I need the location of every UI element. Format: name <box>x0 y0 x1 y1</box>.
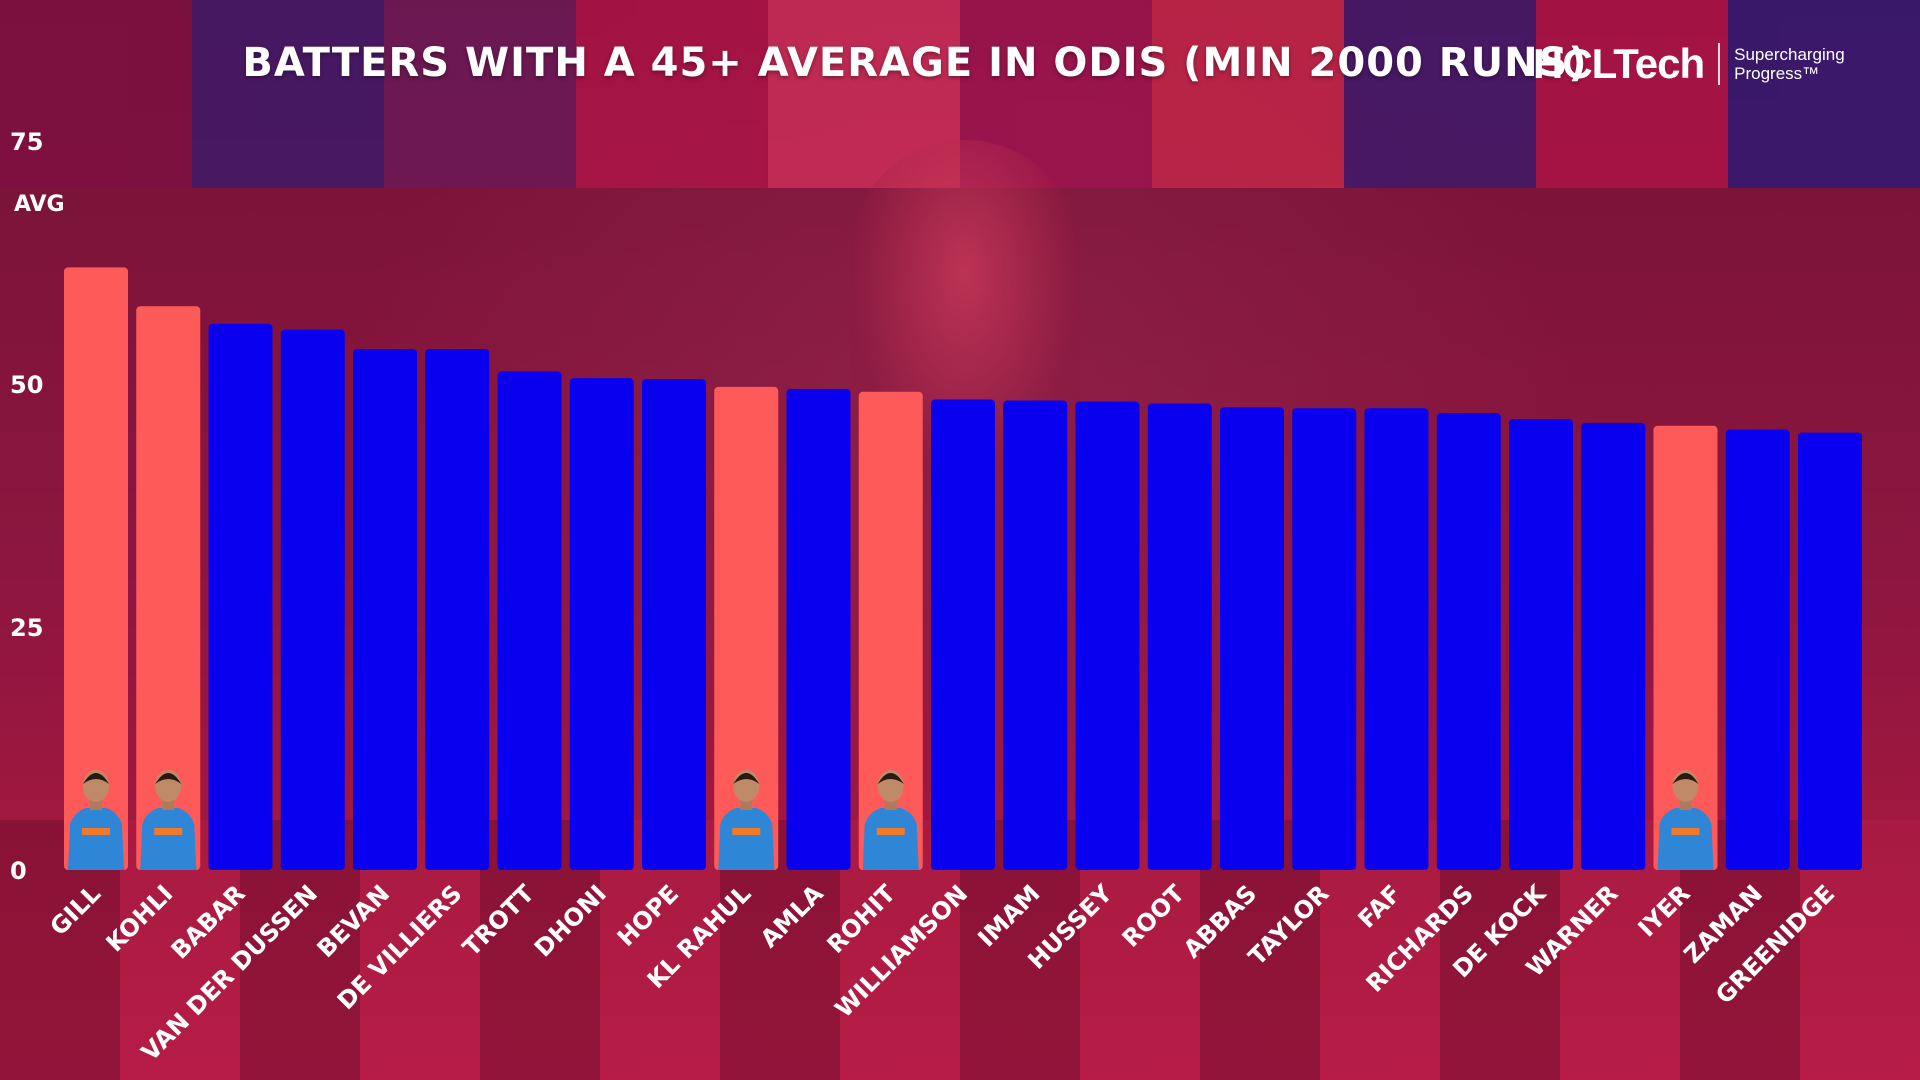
x-tick-label: AMLA <box>755 879 829 953</box>
x-tick-label: WILLIAMSON <box>830 879 974 1023</box>
bar-faf <box>1364 408 1429 870</box>
player-photo <box>1657 770 1714 870</box>
bar-imam <box>1003 400 1068 870</box>
bar-hope <box>642 379 706 870</box>
bar-dhoni <box>569 378 634 870</box>
bar-hussey <box>1075 401 1140 870</box>
bar-rohit <box>858 391 923 870</box>
bar-van-der-dussen <box>280 329 345 870</box>
y-tick-label: 75 <box>10 128 43 156</box>
x-tick-label: TROTT <box>457 879 540 962</box>
bar-bevan <box>353 349 417 870</box>
bar-williamson <box>931 399 995 870</box>
x-tick-label: FAF <box>1353 879 1407 933</box>
player-photo <box>140 770 197 870</box>
bar-warner <box>1581 422 1646 870</box>
bar-trott <box>497 371 562 870</box>
player-photo <box>718 770 775 870</box>
bar-de-villiers <box>425 349 490 870</box>
flag-banner <box>0 0 1920 188</box>
x-tick-label: IYER <box>1633 879 1696 942</box>
brand-tagline-line1: Supercharging <box>1734 45 1845 64</box>
logo-divider <box>1718 43 1721 85</box>
bar-babar <box>208 323 273 871</box>
player-photo <box>68 770 124 870</box>
brand-name: HCLTech <box>1533 40 1705 87</box>
x-tick-label: HOPE <box>612 879 684 951</box>
chart-title: BATTERS WITH A 45+ AVERAGE IN ODIS (MIN … <box>242 40 1588 86</box>
bar-root <box>1147 403 1212 870</box>
bar-iyer <box>1653 425 1718 870</box>
x-tick-label: TAYLOR <box>1243 879 1335 971</box>
player-photos <box>68 770 1714 870</box>
bar-taylor <box>1292 408 1357 870</box>
y-tick-label: 0 <box>10 857 27 885</box>
brand-tagline: Supercharging Progress™ <box>1734 45 1874 83</box>
bar-zaman <box>1725 429 1790 870</box>
bar-amla <box>786 388 851 870</box>
y-ticks: 0 25 50 75 <box>10 128 43 885</box>
brand-tagline-line2: Progress™ <box>1734 64 1820 83</box>
x-tick-label: GILL <box>45 879 107 941</box>
bar-de-kock <box>1509 418 1573 870</box>
x-tick-label: DHONI <box>529 879 612 962</box>
bar-kl-rahul <box>714 386 779 870</box>
bars <box>64 267 1862 871</box>
y-tick-label: 50 <box>10 371 43 399</box>
bar-greenidge <box>1798 432 1862 870</box>
player-photo <box>862 770 919 870</box>
bar-richards <box>1436 413 1501 870</box>
brand-logo: HCLTech Supercharging Progress™ <box>1533 40 1874 88</box>
y-tick-label: 25 <box>10 614 43 642</box>
y-axis-label: AVG <box>14 192 65 217</box>
x-tick-label: DE VILLIERS <box>332 879 468 1015</box>
bar-abbas <box>1220 407 1284 870</box>
bar-kohli <box>136 306 201 870</box>
bar-gill <box>64 267 128 870</box>
